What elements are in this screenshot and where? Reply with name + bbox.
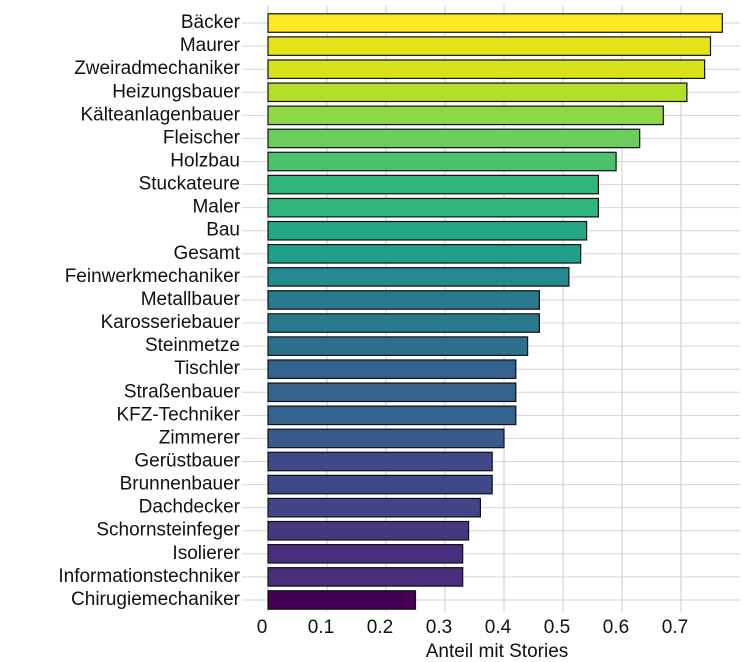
x-tick-label: 0.4 — [485, 617, 512, 638]
y-tick-label: Chirugiemechaniker — [71, 589, 241, 610]
x-tick-label: 0.7 — [662, 617, 688, 638]
bar — [267, 105, 664, 126]
bar — [267, 405, 517, 426]
bar — [267, 36, 712, 56]
y-tick-label: Schornsteinfeger — [96, 520, 240, 541]
x-tick-label: 0.2 — [367, 617, 393, 638]
y-tick-label: Straßenbauer — [124, 381, 241, 402]
bar — [267, 474, 493, 495]
x-tick-label: 0.5 — [544, 617, 570, 638]
bar — [267, 13, 723, 33]
bar — [267, 59, 706, 80]
y-tick-label: Zweiradmechaniker — [74, 58, 240, 79]
y-tick-label: Informationstechniker — [58, 566, 240, 587]
bar — [267, 197, 599, 218]
bar — [267, 128, 641, 149]
x-tick-label: 0 — [257, 617, 268, 638]
x-axis-label: Anteil mit Stories — [426, 641, 569, 662]
y-tick-label: Brunnenbauer — [120, 474, 241, 495]
y-tick-label: Stuckateure — [139, 174, 240, 195]
y-tick-label: Metallbauer — [141, 289, 241, 310]
bar — [267, 359, 517, 380]
y-tick-label: Kälteanlagenbauer — [80, 104, 240, 125]
y-tick-label: Maurer — [180, 35, 241, 56]
bar — [267, 267, 570, 287]
x-tick-label: 0.1 — [308, 617, 334, 638]
bar — [267, 174, 599, 195]
y-tick-label: Karosseriebauer — [101, 312, 241, 333]
bar — [267, 220, 588, 241]
bar — [267, 520, 470, 541]
bar — [267, 313, 540, 333]
x-tick-label: 0.6 — [603, 617, 629, 638]
y-tick-label: Isolierer — [172, 543, 240, 564]
bar — [267, 590, 417, 610]
bar — [267, 382, 517, 403]
bar — [267, 543, 464, 564]
y-tick-label: Gerüstbauer — [134, 451, 240, 472]
bar — [267, 243, 582, 264]
bar — [267, 151, 617, 172]
y-tick-label: Tischler — [174, 358, 240, 379]
bar — [267, 428, 505, 449]
y-tick-label: Fleischer — [163, 127, 241, 148]
y-tick-label: Feinwerkmechaniker — [65, 266, 241, 287]
y-tick-label: Bäcker — [181, 12, 241, 33]
y-tick-label: Holzbau — [170, 151, 240, 172]
y-tick-label: Heizungsbauer — [112, 81, 240, 102]
bar — [267, 290, 540, 310]
y-tick-label: Dachdecker — [139, 497, 241, 518]
y-tick-label: Zimmerer — [159, 427, 241, 448]
y-tick-label: Maler — [192, 197, 240, 218]
bar — [267, 451, 493, 472]
y-tick-label: Gesamt — [173, 243, 240, 264]
bar — [267, 82, 688, 103]
bar — [267, 497, 481, 518]
bar — [267, 336, 529, 356]
y-tick-label: Steinmetze — [145, 335, 240, 356]
y-tick-label: KFZ-Techniker — [116, 404, 240, 425]
bar — [267, 567, 464, 587]
x-tick-label: 0.3 — [426, 617, 452, 638]
y-tick-label: Bau — [206, 220, 240, 241]
